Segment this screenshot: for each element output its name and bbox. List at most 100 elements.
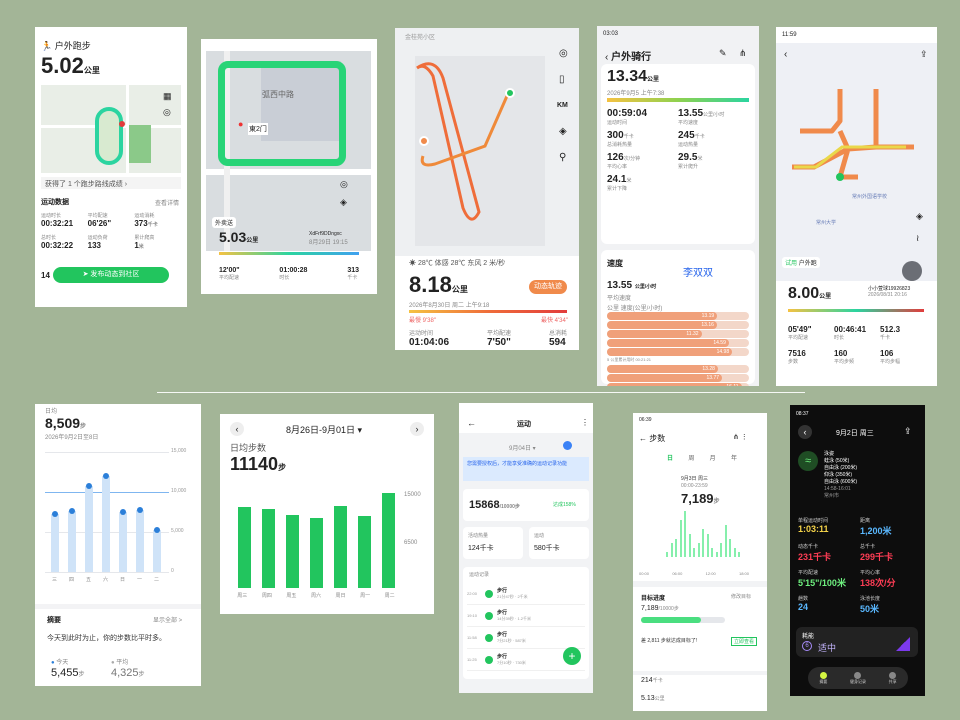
map-icon[interactable]: ▯: [559, 74, 565, 85]
layers-icon[interactable]: ◈: [559, 126, 567, 137]
layers-icon[interactable]: ◈: [916, 211, 923, 221]
x-tick: 周二: [384, 593, 395, 599]
share-icon[interactable]: ⋔ ⋮: [733, 434, 748, 441]
stat-value-wrap: 245千卡: [678, 130, 749, 141]
steps-value: 7,189: [681, 491, 714, 506]
stat-value: 133: [87, 241, 102, 250]
stat-item: 12'00" 平均配速: [219, 267, 240, 281]
dynamic-track-button[interactable]: 动态轨迹: [529, 280, 567, 294]
bar: [711, 547, 713, 557]
weather-line: ☀ 28℃ 体感 28℃ 东风 2 米/秒: [409, 260, 506, 267]
stat-value: 300: [607, 130, 624, 141]
stat-value: 24.1: [607, 174, 627, 185]
date-range-text: 8月26日-9月01日: [286, 425, 356, 435]
tab-0[interactable]: 日: [667, 456, 674, 462]
runner-icon[interactable]: ⚲: [559, 152, 567, 163]
next-icon[interactable]: ›: [410, 422, 424, 436]
stat-item: 单程运动时间 1:03:11: [798, 517, 856, 537]
trial-tag[interactable]: 试用 户外跑: [782, 257, 820, 268]
share-icon[interactable]: ⋔: [739, 48, 747, 58]
calories: 214千卡: [641, 677, 663, 684]
calendar-icon[interactable]: [563, 441, 572, 450]
stat-value: 00:46:41: [834, 325, 867, 334]
tab-2[interactable]: 月: [709, 456, 716, 462]
route-achievement-banner[interactable]: 获得了 1 个跑步路线成绩 ›: [41, 177, 181, 189]
stat-value: 7'50": [487, 337, 511, 348]
speed-bar-fill: 13.28: [607, 365, 718, 373]
back-icon[interactable]: ←: [467, 418, 476, 428]
date-picker[interactable]: 9月04日 ▾: [509, 446, 536, 452]
tab-0[interactable]: 摘要: [819, 671, 827, 685]
back-icon[interactable]: ‹: [605, 52, 609, 63]
layers-icon[interactable]: ▦: [163, 91, 172, 101]
tab-2[interactable]: 共享: [889, 671, 897, 685]
stat-value: 512.3: [880, 325, 901, 334]
today-steps-unit: 步: [78, 672, 85, 678]
stat-label: 运动时间: [409, 331, 434, 337]
stat-value-wrap: 1米: [134, 241, 181, 250]
tab-3[interactable]: 年: [730, 456, 737, 462]
add-button[interactable]: +: [563, 647, 581, 665]
stat-value: 29.5: [678, 152, 698, 163]
view-details-link[interactable]: 查看详情: [155, 201, 180, 207]
bar: [382, 492, 395, 588]
route-map[interactable]: 金桂苑小区 ◎ ▯ KM ◈ ⚲: [395, 28, 579, 256]
active-cal-card[interactable]: 活动热量 124千卡: [463, 527, 523, 559]
stat-value: 138次/分: [860, 578, 896, 588]
distance: 5.03公里: [219, 229, 279, 245]
effort-title: 耗能: [802, 634, 815, 640]
stat-label: 单程运动时间: [798, 518, 829, 524]
prev-icon[interactable]: ‹: [230, 422, 244, 436]
date-range[interactable]: 8月26日-9月01日 ▾: [286, 425, 363, 435]
list-item[interactable]: 11:58 步行 7分21秒 · 587米: [467, 627, 585, 649]
edit-icon[interactable]: ✎: [719, 48, 727, 58]
layers-icon[interactable]: ◈: [340, 197, 347, 207]
bar-dot: [86, 482, 92, 489]
effort-card[interactable]: 耗能 6 适中: [796, 627, 918, 657]
more-icon[interactable]: ⋮: [581, 418, 589, 427]
steps: 15868/10000步: [469, 499, 520, 511]
avg-label: 日均步数: [230, 443, 267, 453]
bar: [729, 538, 731, 557]
list-item[interactable]: 19:10 步行 14分39秒 · 1.2千米: [467, 605, 585, 627]
locate-icon[interactable]: ◎: [163, 107, 171, 117]
route-map[interactable]: 弧西中路 東2门 ● ◎ ◈ 外卖送: [206, 51, 371, 251]
view-now-button[interactable]: 立即查看: [731, 637, 758, 646]
share-icon[interactable]: ⇪: [904, 426, 912, 436]
km-marker-toggle[interactable]: KM: [557, 102, 568, 109]
back-icon[interactable]: ‹: [784, 49, 788, 60]
tab-icon: [889, 671, 897, 679]
stat-value-wrap: 300千卡: [607, 130, 678, 141]
back-icon[interactable]: ‹: [798, 425, 812, 439]
back-icon[interactable]: ←: [639, 434, 647, 443]
speed-bar-fill: 14.98: [607, 348, 733, 356]
show-all-link[interactable]: 显示全部 >: [153, 618, 183, 624]
compass-icon[interactable]: ◎: [559, 48, 568, 59]
avatar[interactable]: [902, 261, 922, 281]
exercise-card[interactable]: 运动 580千卡: [529, 527, 589, 559]
tab-icon: [819, 671, 827, 679]
stat-unit: 千卡: [623, 134, 634, 140]
edit-goal-link[interactable]: 修改目标: [731, 594, 752, 600]
tab-1[interactable]: 周: [688, 456, 695, 462]
distance-value: 8.00: [788, 285, 820, 302]
route-map[interactable]: ‹ ⇪ 常州外国语学校 常州大学 ◈ ≀ 试用 户外跑: [776, 43, 937, 281]
publish-button[interactable]: ➤ 发布动态到社区: [53, 267, 169, 283]
tab-1[interactable]: 健身记录: [850, 671, 866, 685]
stat-unit: 千卡: [147, 222, 158, 228]
item-name: 步行: [497, 632, 508, 638]
share-icon[interactable]: ⇪: [920, 49, 928, 59]
list-item[interactable]: 22:00 步行 21分47秒 · 2千米: [467, 583, 585, 605]
bar: [697, 543, 700, 557]
y-tick: 5,000: [171, 528, 184, 534]
calories-unit: 千卡: [652, 678, 663, 684]
delivery-tag[interactable]: 外卖送: [212, 217, 237, 228]
locate-icon[interactable]: ◎: [340, 179, 348, 189]
route-map[interactable]: ▦ ◎: [41, 85, 181, 173]
list-item[interactable]: 11:25 步行 7分10秒 · 730米: [467, 649, 585, 671]
stat-label: 动态千卡: [798, 544, 819, 550]
speed-bar-fill: 13.77: [607, 374, 723, 382]
permission-tip[interactable]: 您需要授权后，才能享受准确的运动记录功能: [463, 457, 589, 481]
time-range: 14:58-16:01: [824, 486, 851, 492]
route-icon[interactable]: ≀: [916, 233, 920, 243]
